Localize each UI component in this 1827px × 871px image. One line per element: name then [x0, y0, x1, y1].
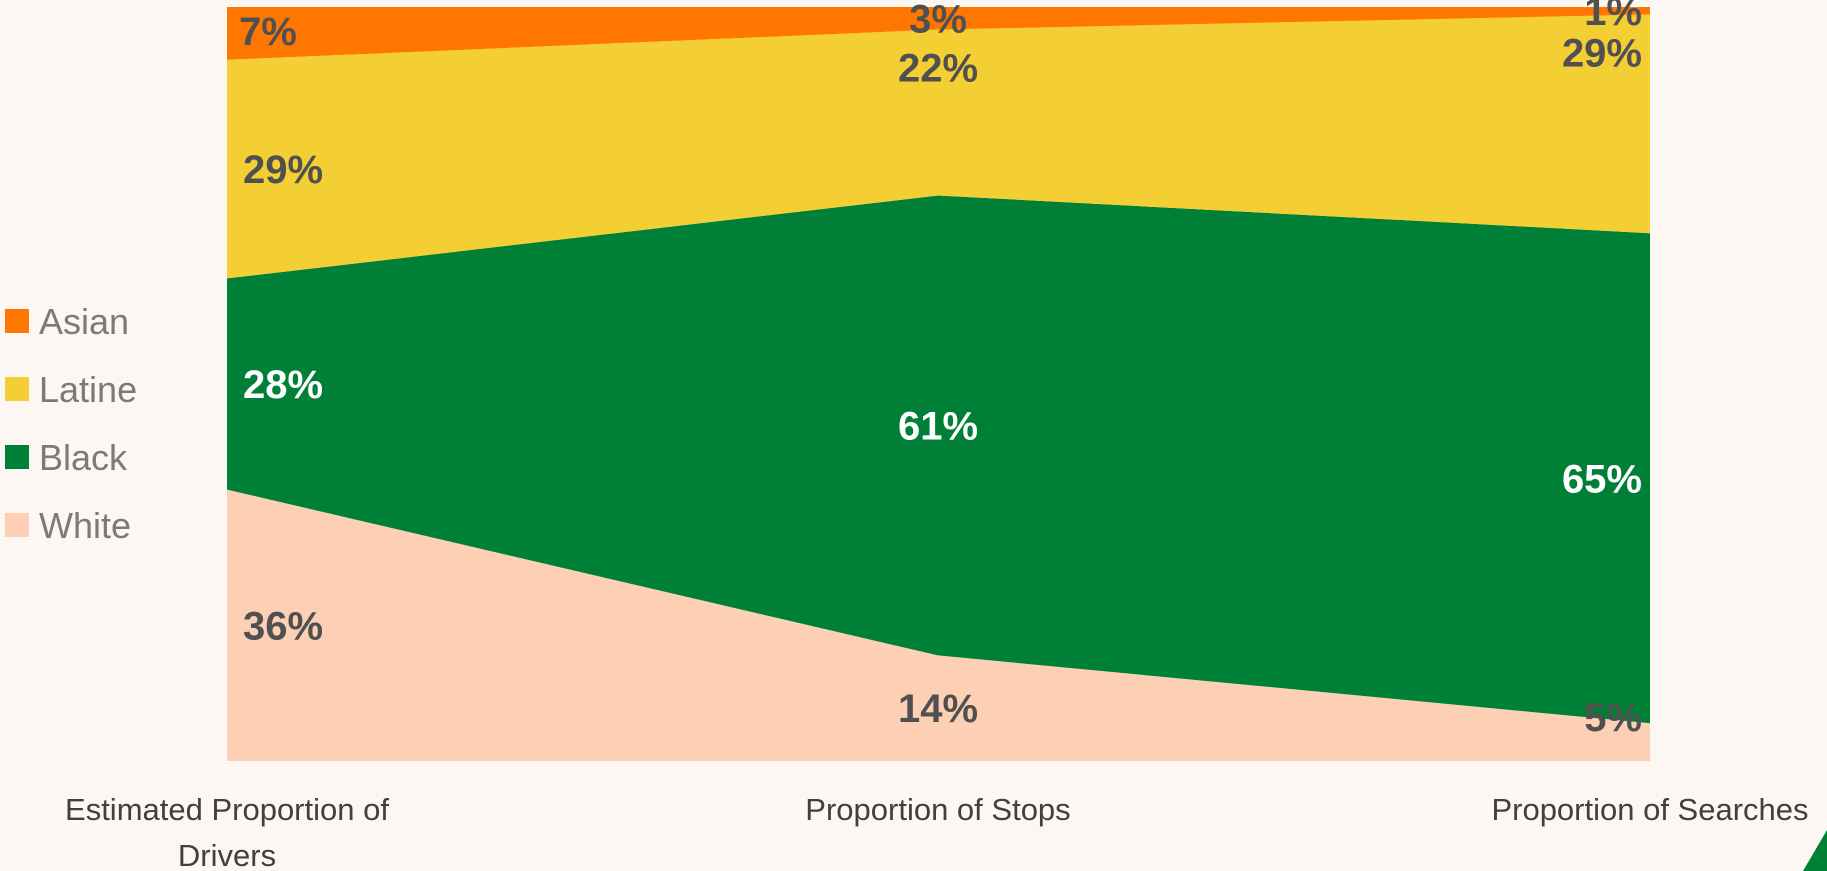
data-label-white-1: 14%	[898, 687, 978, 731]
category-label-0: Estimated Proportion of Drivers	[65, 792, 389, 871]
area-latine	[227, 14, 1650, 279]
data-label-asian-2: 1%	[1584, 0, 1642, 34]
area-black	[227, 195, 1650, 724]
data-label-asian-0: 7%	[239, 10, 297, 54]
category-label-1: Proportion of Stops	[805, 792, 1070, 827]
legend-swatch-black	[5, 445, 29, 469]
area-asian	[227, 7, 1650, 60]
corner-accent-decoration	[1803, 830, 1827, 871]
legend-swatch-white	[5, 513, 29, 537]
data-label-white-2: 5%	[1584, 696, 1642, 740]
data-label-black-0: 28%	[243, 363, 323, 407]
data-label-latine-1: 22%	[898, 47, 978, 91]
category-label-2: Proportion of Searches	[1491, 792, 1808, 827]
legend-label-latine: Latine	[39, 369, 137, 410]
data-label-asian-1: 3%	[909, 0, 967, 41]
legend-label-black: Black	[39, 437, 128, 478]
legend: Asian Latine Black White	[5, 301, 137, 546]
data-label-latine-2: 29%	[1562, 32, 1642, 76]
data-label-black-1: 61%	[898, 405, 978, 449]
legend-label-asian: Asian	[39, 301, 129, 342]
category-axis: Estimated Proportion of Drivers Proportion…	[65, 792, 1809, 871]
legend-swatch-asian	[5, 309, 29, 333]
legend-swatch-latine	[5, 377, 29, 401]
data-label-latine-0: 29%	[243, 148, 323, 192]
data-label-layer: 36% 14% 5% 28% 61% 65% 29% 22% 29% 7% 3% 1%	[239, 0, 1642, 740]
area-layer	[227, 7, 1650, 761]
data-label-black-2: 65%	[1562, 457, 1642, 501]
area-white	[227, 489, 1650, 761]
legend-label-white: White	[39, 505, 131, 546]
data-label-white-0: 36%	[243, 604, 323, 648]
